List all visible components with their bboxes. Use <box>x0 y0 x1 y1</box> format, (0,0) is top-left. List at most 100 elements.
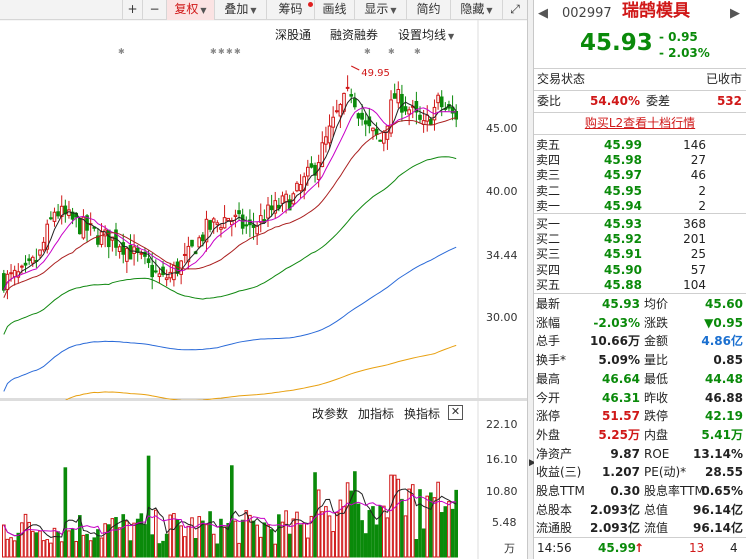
orderbook-level[interactable]: 买一 45.93 368 <box>534 216 746 233</box>
event-marker-icon[interactable]: ✱ <box>414 47 421 56</box>
candle-body <box>320 142 325 168</box>
volume-bar <box>45 539 50 558</box>
jianyue-button[interactable]: 简约 <box>406 0 450 20</box>
volume-bar <box>146 455 151 558</box>
huaxian-button[interactable]: 画线 <box>314 0 354 20</box>
fullscreen-icon[interactable]: ⤢ <box>502 0 527 20</box>
divider <box>534 112 746 113</box>
shengutong-link[interactable]: 深股通 <box>275 28 312 42</box>
rongzirongquan-link[interactable]: 融资融券 <box>330 28 379 42</box>
event-marker-icon[interactable]: ✱ <box>226 47 233 56</box>
candle-body <box>128 245 133 260</box>
volume-bar <box>103 523 107 558</box>
ma30-line <box>3 156 457 335</box>
volume-bar <box>439 512 444 558</box>
event-marker-icon[interactable]: ✱ <box>118 47 125 56</box>
peak-marker <box>351 65 360 71</box>
volume-bar <box>403 515 408 558</box>
event-marker-icon[interactable]: ✱ <box>388 47 395 56</box>
volume-chart[interactable] <box>0 400 527 559</box>
tick-price: 45.99 <box>598 541 636 555</box>
stat-value: ▼0.95 <box>704 315 743 330</box>
candle-body <box>450 106 455 114</box>
volume-bar <box>349 490 354 558</box>
event-marker-icon[interactable]: ✱ <box>234 47 241 56</box>
candle-body <box>244 224 249 227</box>
weibi-label: 委比 <box>537 94 562 108</box>
stat-label: 跌停 <box>644 409 669 424</box>
candle-body <box>298 184 303 192</box>
volume-ma-line <box>3 494 457 537</box>
volume-bar <box>334 512 339 558</box>
price-axis-tick: 45.00 <box>486 122 518 135</box>
candle-body <box>313 164 317 176</box>
volume-bar <box>16 532 21 558</box>
orderbook-level[interactable]: 买五 45.88 104 <box>534 277 746 294</box>
diejia-dropdown[interactable]: 叠加 ▼ <box>214 0 266 20</box>
stat-row: 收益(三) 1.207 PE(动)* 28.55 <box>534 464 746 481</box>
zoom-out-button[interactable]: − <box>142 0 166 20</box>
orderbook-level[interactable]: 卖三 45.97 46 <box>534 167 746 184</box>
candle-body <box>219 227 223 230</box>
shezhijunxian-dropdown[interactable]: 设置均线 ▼ <box>398 26 454 43</box>
volume-bar <box>367 510 372 558</box>
candlestick-chart[interactable]: 49.95✱ ✱ ✱ ✱ ✱ ✱ ✱ ✱ <box>0 20 527 400</box>
volume-bar <box>385 517 390 558</box>
candle-body <box>230 220 234 226</box>
orderbook-level[interactable]: 买二 45.92 201 <box>534 231 746 248</box>
xianshi-dropdown[interactable]: 显示 ▼ <box>354 0 406 20</box>
volume-bar <box>41 540 46 558</box>
collapse-arrow-icon[interactable]: ▶ <box>529 458 536 468</box>
chevron-down-icon: ▼ <box>200 6 207 15</box>
next-stock-icon[interactable]: ▶ <box>730 6 740 21</box>
prev-stock-icon[interactable]: ◀ <box>538 6 548 21</box>
chouma-button[interactable]: 筹码 <box>266 0 314 20</box>
orderbook-level[interactable]: 买四 45.90 57 <box>534 262 746 279</box>
volume-bar <box>363 533 368 558</box>
volume-bar <box>309 515 314 558</box>
candle-body <box>338 104 343 117</box>
candle-body <box>287 199 292 211</box>
panel-splitter[interactable]: ▶ <box>527 0 536 559</box>
volume-bar <box>277 514 281 558</box>
event-marker-icon[interactable]: ✱ <box>364 47 371 56</box>
volume-bar <box>345 482 350 558</box>
volume-bar <box>157 543 162 558</box>
event-marker-icon[interactable]: ✱ <box>218 47 225 56</box>
gaicanshu-link[interactable]: 改参数 <box>312 407 349 421</box>
volume-bar <box>92 537 97 558</box>
volume-bar <box>154 509 158 558</box>
candle-body <box>211 218 216 223</box>
stat-row: 涨停 51.57 跌停 42.19 <box>534 408 746 425</box>
orderbook-level[interactable]: 卖五 45.99 146 <box>534 137 746 154</box>
orderbook-level[interactable]: 卖四 45.98 27 <box>534 152 746 169</box>
chouma-label: 筹码 <box>278 2 303 16</box>
yincang-dropdown[interactable]: 隐藏 ▼ <box>450 0 502 20</box>
orderbook-level[interactable]: 卖二 45.95 2 <box>534 183 746 200</box>
jiazhibiao-link[interactable]: 加指标 <box>358 407 395 421</box>
huanzhibiao-link[interactable]: 换指标 <box>404 407 441 421</box>
candle-body <box>363 120 368 125</box>
volume-bar <box>291 518 296 558</box>
candle-body <box>59 205 64 217</box>
candle-body <box>45 223 50 250</box>
stat-label: 流通股 <box>536 521 573 536</box>
fuquan-dropdown[interactable]: 复权 ▼ <box>166 0 214 20</box>
stat-value: 2.093亿 <box>590 521 640 536</box>
event-marker-icon[interactable]: ✱ <box>210 47 217 56</box>
zoom-in-button[interactable]: + <box>122 0 142 20</box>
stat-label: 总值 <box>644 502 669 517</box>
candle-body <box>306 166 310 177</box>
close-icon[interactable]: ✕ <box>448 405 463 420</box>
volume-bar <box>99 537 104 558</box>
orderbook-level[interactable]: 卖一 45.94 2 <box>534 198 746 215</box>
buy-l2-link[interactable]: 购买L2查看十档行情 <box>584 116 696 130</box>
kline-chart-pane[interactable]: + − 复权 ▼ 叠加 ▼ 筹码 画线 显示 ▼ 简约 隐藏 ▼ ⤢ 深股通 融资融券 … <box>0 0 527 559</box>
volume-bar <box>237 542 241 558</box>
weicha-value: 532 <box>716 94 742 108</box>
chart-toolbar: + − 复权 ▼ 叠加 ▼ 筹码 画线 显示 ▼ 简约 隐藏 ▼ ⤢ <box>0 0 527 20</box>
candle-body <box>63 205 68 215</box>
price-change-pct: - 2.03% <box>659 46 710 60</box>
orderbook-level[interactable]: 买三 45.91 25 <box>534 246 746 263</box>
volume-bar <box>168 514 173 558</box>
